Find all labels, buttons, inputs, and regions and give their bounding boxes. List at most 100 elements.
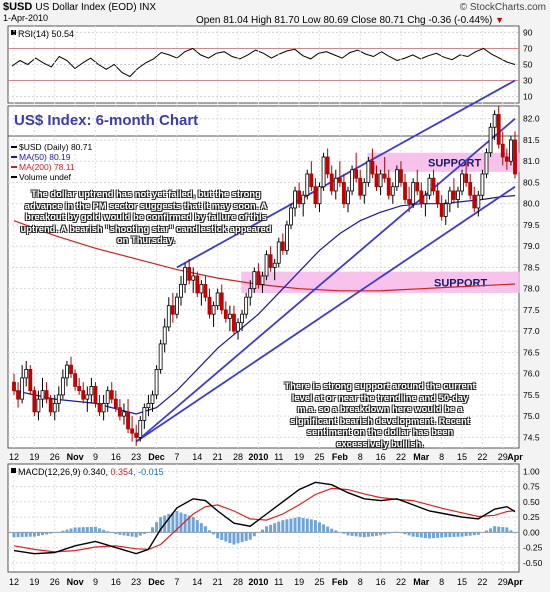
macd-tick-label: 0.50 [523, 497, 540, 507]
macd-histogram-bar [354, 532, 358, 537]
macd-histogram-bar [309, 519, 313, 533]
candle-body [48, 398, 53, 413]
x-tick-label: 22 [396, 452, 406, 462]
candle-body [456, 190, 460, 200]
x-tick-label: Apr [507, 577, 523, 587]
x-tick-label: 9 [93, 577, 98, 587]
macd-histogram-bar [248, 532, 252, 540]
x-tick-label: 29 [498, 577, 508, 587]
price-tick-label: 77.0 [523, 326, 540, 336]
legend-entry: MA(50) 80.19 [19, 152, 71, 162]
macd-histogram-bar [313, 520, 317, 533]
candle-body [301, 194, 306, 205]
macd-histogram-bar [110, 532, 114, 533]
macd-histogram-bar [240, 532, 244, 543]
macd-histogram-bar [24, 532, 28, 537]
macd-histogram-bar [497, 526, 501, 533]
candle-body [276, 241, 281, 264]
candle-body [472, 194, 477, 209]
candle-body [85, 394, 90, 400]
candle-body [162, 326, 167, 345]
macd-histogram-bar [195, 520, 199, 533]
candle-body [415, 182, 420, 192]
macd-histogram-bar [358, 532, 362, 537]
candle-body [431, 177, 436, 192]
x-tick-label: 22 [477, 452, 487, 462]
x-tick-label: 19 [294, 577, 304, 587]
macd-histogram-bar [41, 532, 45, 536]
candle-body [500, 143, 505, 158]
candle-body [378, 173, 383, 188]
candle-body [337, 177, 342, 183]
index-name: US Dollar Index (EOD) INX [35, 2, 156, 13]
macd-histogram-bar [505, 527, 509, 533]
macd-histogram-bar [444, 532, 448, 538]
macd-histogram-bar [12, 532, 16, 538]
brand-label: © StockCharts.com [459, 2, 546, 13]
macd-histogram-bar [419, 532, 423, 538]
candle-body [240, 313, 244, 324]
support-zone-label: SUPPORT [428, 157, 481, 169]
x-tick-label: 14 [192, 452, 202, 462]
macd-histogram-bar [269, 524, 273, 533]
candle-body [252, 271, 257, 290]
x-tick-label: 15 [457, 452, 467, 462]
candle-body [20, 377, 25, 400]
macd-histogram-bar [244, 532, 248, 541]
candle-body [309, 173, 314, 188]
macd-histogram-bar [53, 532, 57, 533]
candle-body [452, 190, 456, 200]
macd-tick-label: -0.25 [523, 543, 543, 553]
macd-histogram-bar [89, 526, 93, 533]
macd-histogram-bar [102, 529, 106, 533]
macd-histogram-bar [142, 532, 146, 534]
macd-histogram-bar [427, 532, 431, 539]
candle-body [374, 173, 379, 188]
macd-histogram-bar [155, 522, 159, 533]
macd-panel: 1.00 0.75 0.50 0.25 0.00 -0.25 -0.50 MACD(12,26… [7, 463, 543, 573]
candle-body [509, 139, 513, 162]
macd-histogram-bar [77, 527, 81, 533]
macd-histogram-bar [224, 532, 228, 542]
candle-body [390, 186, 395, 196]
x-tick-label: 11 [274, 452, 283, 462]
rsi-label: RSI(14) 50.54 [18, 29, 74, 39]
macd-histogram-bar [146, 532, 150, 533]
trendline [135, 185, 516, 443]
macd-histogram-bar [285, 519, 289, 533]
x-tick-label: 26 [50, 452, 60, 462]
macd-histogram-bar [32, 532, 36, 537]
candle-body [492, 114, 497, 128]
candle-body [484, 152, 489, 175]
macd-histogram-bar [220, 532, 224, 540]
trendline [135, 118, 516, 443]
price-tick-label: 81.5 [523, 135, 540, 145]
candle-body [403, 182, 407, 200]
candle-body [126, 411, 130, 430]
macd-histogram-bar [423, 532, 427, 538]
macd-histogram-bar [183, 514, 187, 533]
candle-body [150, 394, 155, 404]
date-label: 1-Apr-2010 [3, 13, 49, 23]
price-tick-label: 80.5 [523, 177, 540, 187]
candle-body [464, 173, 469, 183]
price-tick-label: 78.5 [523, 262, 540, 272]
candle-body [325, 156, 330, 175]
symbol-label: $USD US Dollar Index (EOD) INX [3, 1, 156, 13]
candle-body [118, 407, 122, 417]
macd-histogram-bar [379, 532, 383, 536]
x-tick-label: 19 [29, 577, 39, 587]
candle-body [346, 190, 350, 205]
candle-body [496, 114, 501, 145]
legend-entry: Volume undef [19, 172, 72, 182]
candle-body [73, 373, 77, 387]
macd-histogram-bar [301, 517, 305, 533]
macd-histogram-bar [411, 532, 415, 537]
macd-histogram-bar [134, 532, 138, 538]
trendline [176, 79, 516, 269]
x-tick-label: 12 [9, 452, 19, 462]
candle-body [36, 398, 41, 413]
macd-histogram-bar [36, 532, 40, 536]
candle-body [28, 369, 33, 392]
x-tick-label: 28 [233, 577, 243, 587]
